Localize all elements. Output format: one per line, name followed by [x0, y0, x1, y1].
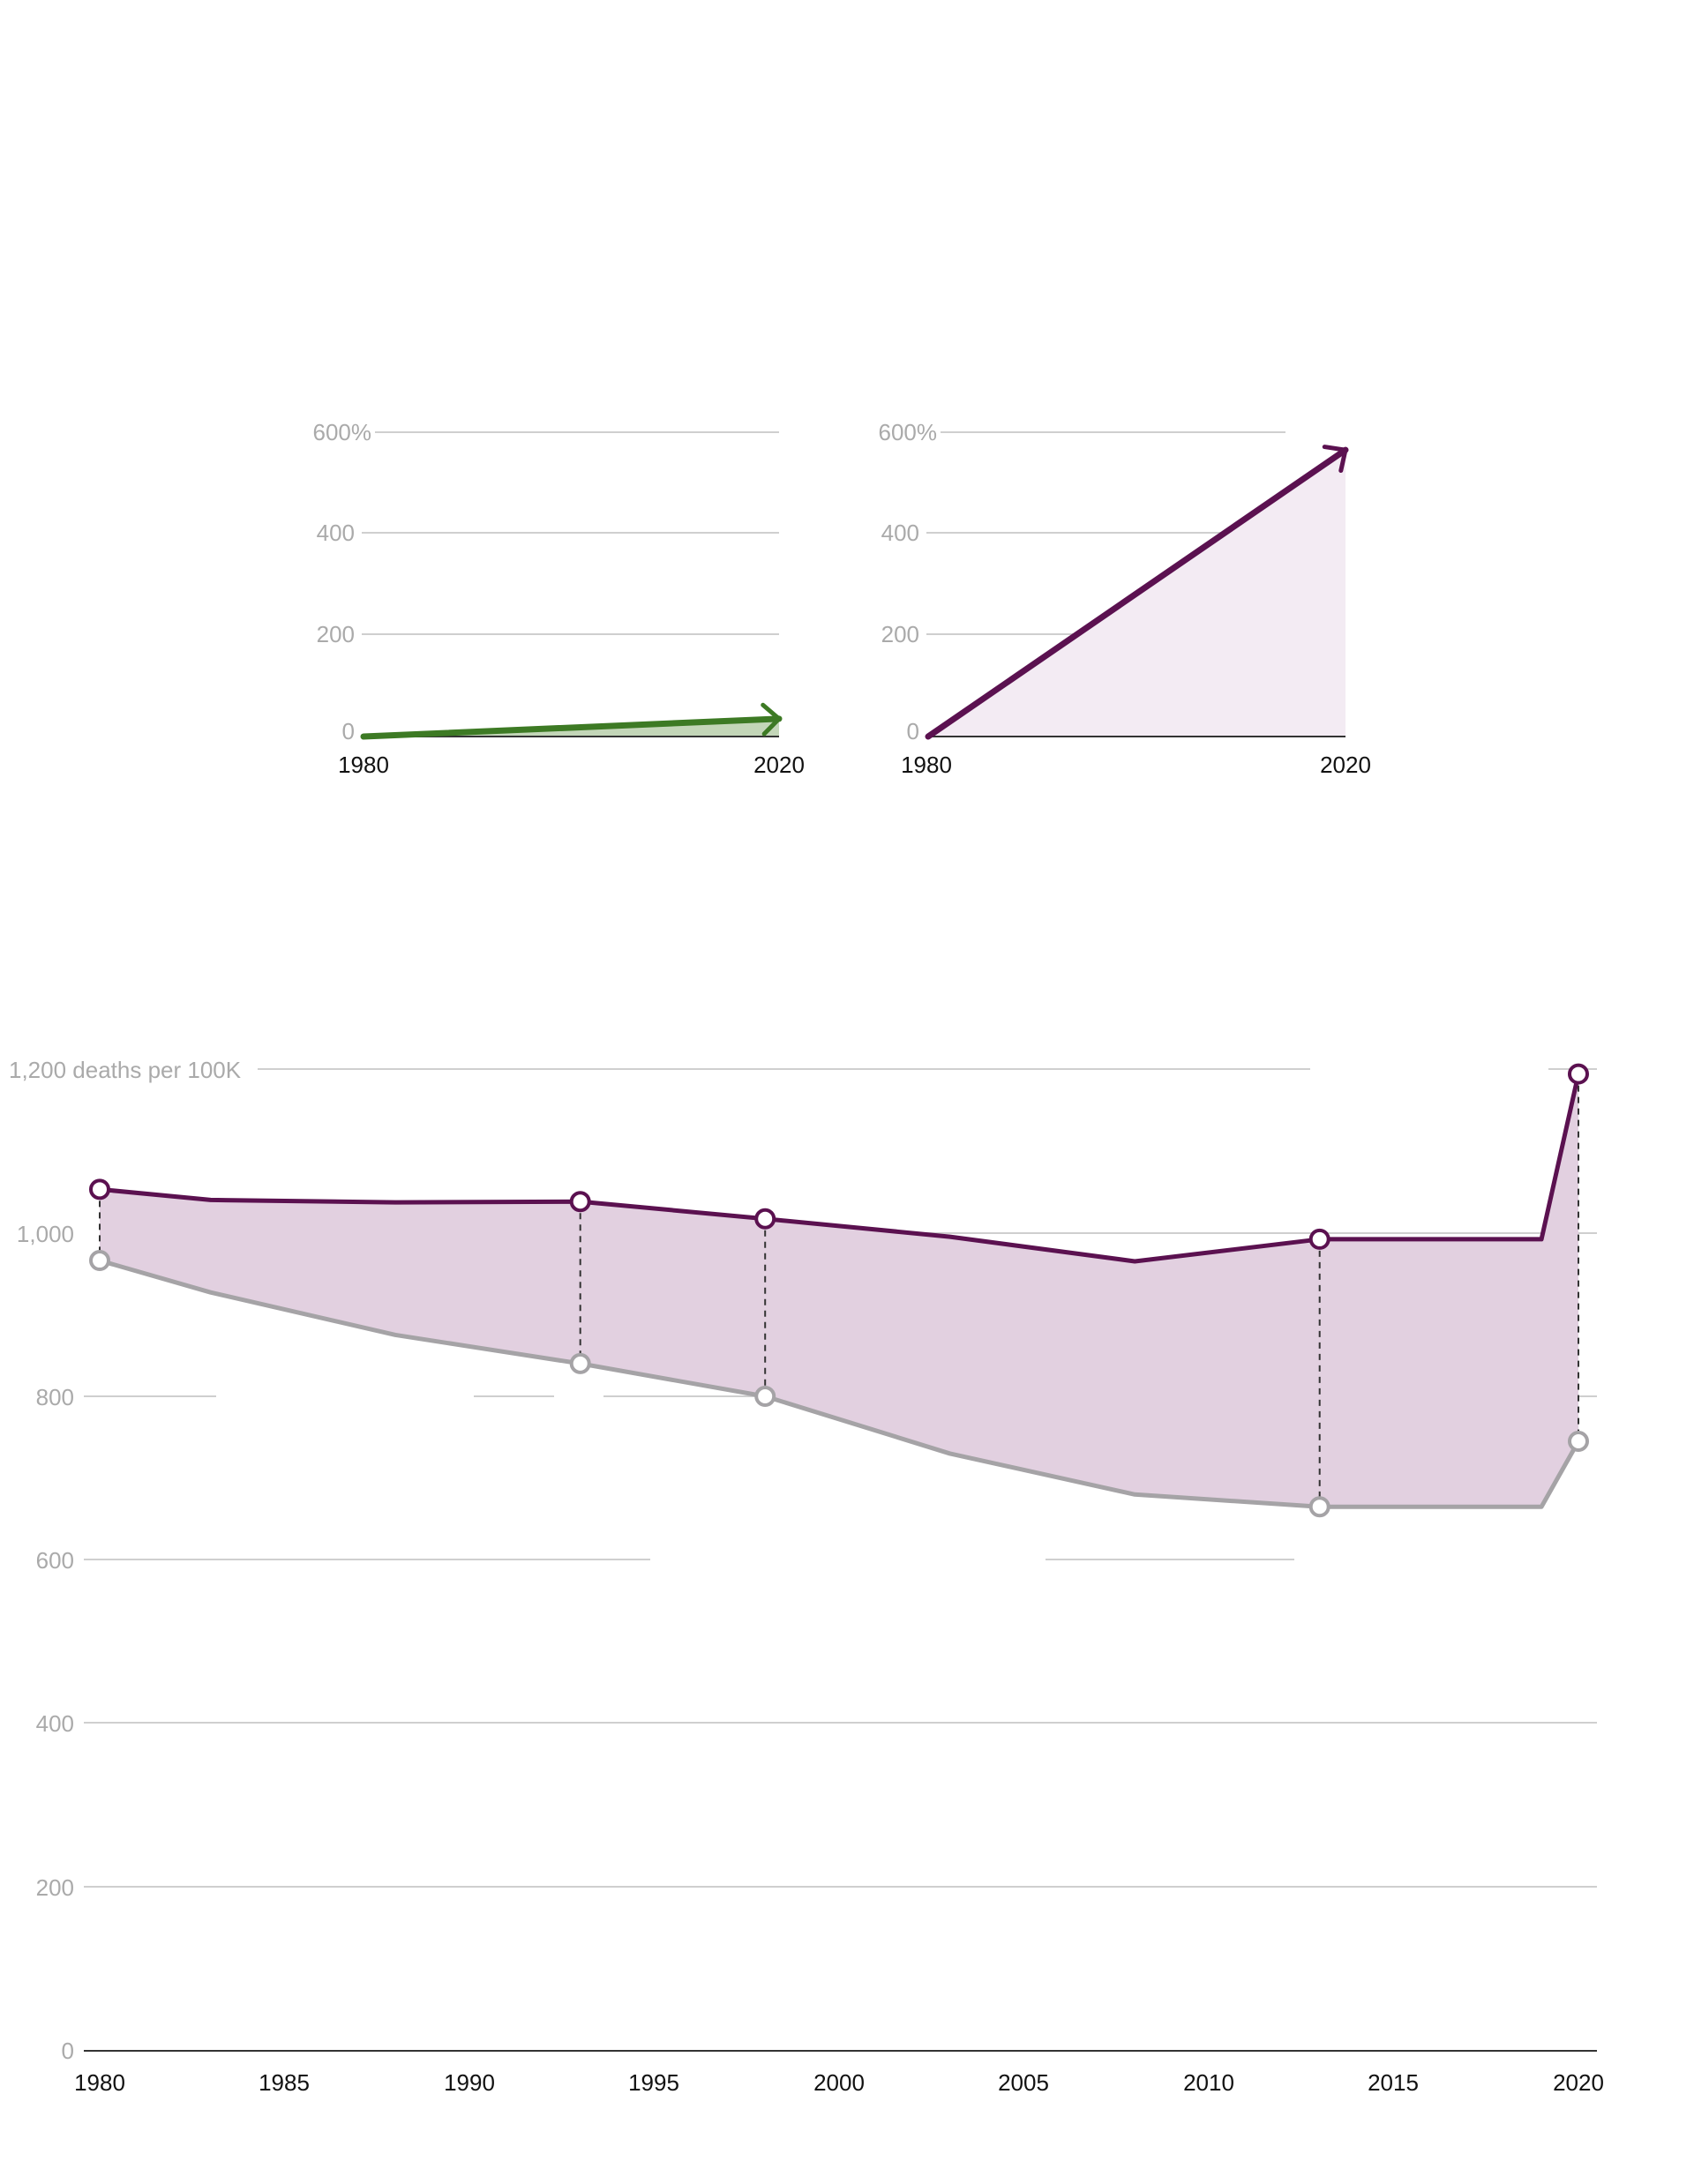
- small-chart-green-ytick-400: 400: [317, 520, 355, 546]
- lower-marker-1993: [569, 1352, 591, 1374]
- main-chart-lower-line: [99, 1258, 1581, 1509]
- main-ytick-400: 400: [36, 1710, 74, 1737]
- main-xtick-1990: 1990: [444, 2069, 495, 2096]
- main-xtick-1995: 1995: [628, 2069, 679, 2096]
- small-chart-green-gridlines: [362, 431, 779, 635]
- lower-marker-1998: [754, 1386, 776, 1407]
- main-chart-upper-line: [99, 1073, 1581, 1264]
- main-ytick-800: 800: [36, 1384, 74, 1410]
- main-ytick-0: 0: [62, 2038, 74, 2064]
- main-xtick-2000: 2000: [813, 2069, 865, 2096]
- main-xtick-2015: 2015: [1368, 2069, 1419, 2096]
- upper-marker-1980: [89, 1178, 110, 1200]
- main-chart-connectors: [99, 1073, 1579, 1507]
- main-chart-xticks: 1980 1985 1990 1995 2000 2005 2010 2015 …: [74, 2069, 1604, 2096]
- small-chart-green-ytick-600: 600%: [313, 419, 372, 445]
- main-chart: 1,200 deaths per 100K 1,000 800 600 400 …: [9, 1057, 1604, 2096]
- small-chart-green: 600% 400 200 0 1980 2020: [313, 419, 805, 778]
- main-chart-markers: [89, 1063, 1589, 1518]
- small-chart-purple: 600% 400 200 0 1980 2020: [879, 419, 1371, 778]
- main-xtick-1985: 1985: [259, 2069, 310, 2096]
- main-chart-yticks: 1,200 deaths per 100K 1,000 800 600 400 …: [9, 1057, 242, 2064]
- small-chart-green-line: [360, 715, 783, 740]
- lower-marker-2013: [1308, 1496, 1330, 1518]
- small-chart-green-ytick-200: 200: [317, 621, 355, 647]
- main-ytick-600: 600: [36, 1547, 74, 1574]
- main-xtick-2005: 2005: [998, 2069, 1049, 2096]
- main-ytick-200: 200: [36, 1874, 74, 1901]
- main-ytick-1000: 1,000: [17, 1221, 74, 1247]
- small-chart-purple-arrowhead: [1322, 445, 1348, 474]
- main-xtick-2020: 2020: [1553, 2069, 1604, 2096]
- upper-marker-1998: [754, 1208, 776, 1230]
- small-chart-green-arrowhead: [761, 702, 782, 737]
- small-chart-green-xtick-2020: 2020: [753, 752, 805, 778]
- upper-marker-2020: [1568, 1063, 1589, 1085]
- small-chart-purple-ytick-0: 0: [907, 718, 919, 744]
- small-chart-green-ytick-0: 0: [342, 718, 355, 744]
- main-xtick-2010: 2010: [1183, 2069, 1234, 2096]
- small-chart-green-xtick-1980: 1980: [338, 752, 389, 778]
- small-chart-purple-xtick-2020: 2020: [1320, 752, 1371, 778]
- small-chart-purple-ytick-600: 600%: [879, 419, 938, 445]
- lower-marker-2020: [1568, 1431, 1589, 1453]
- small-chart-purple-ytick-400: 400: [881, 520, 919, 546]
- main-ytick-1200: 1,200 deaths per 100K: [9, 1057, 242, 1083]
- upper-marker-2013: [1308, 1228, 1330, 1250]
- small-chart-purple-line: [925, 446, 1349, 740]
- small-chart-purple-ytick-200: 200: [881, 621, 919, 647]
- main-xtick-1980: 1980: [74, 2069, 125, 2096]
- lower-marker-1980: [89, 1250, 110, 1272]
- upper-marker-1993: [569, 1191, 591, 1213]
- small-chart-purple-xtick-1980: 1980: [901, 752, 952, 778]
- main-chart-band-area: [100, 1073, 1578, 1507]
